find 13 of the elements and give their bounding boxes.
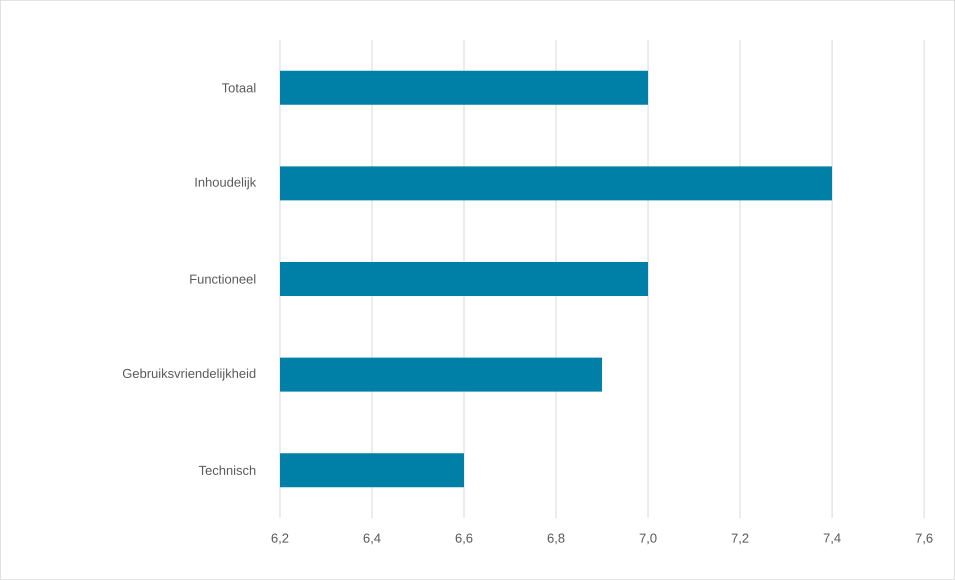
x-tick-label: 6,8 <box>548 534 564 544</box>
x-tick-label: 6,2 <box>272 534 288 544</box>
x-tick-label: 7,6 <box>916 534 933 544</box>
y-tick-label: Totaal <box>222 82 256 93</box>
x-tick-label: 6,6 <box>456 534 472 544</box>
x-tick-label: 6,4 <box>364 534 381 544</box>
y-tick-label: Inhoudelijk <box>195 177 256 190</box>
y-tick-label: Gebruiksvriendelijkheid <box>122 368 256 381</box>
x-tick-label: 7,0 <box>640 534 657 544</box>
y-tick-label: Functioneel <box>190 274 256 284</box>
x-tick-label: 7,4 <box>824 534 841 544</box>
x-tick-label: 7,2 <box>732 534 748 544</box>
y-tick-label: Technisch <box>198 465 256 475</box>
